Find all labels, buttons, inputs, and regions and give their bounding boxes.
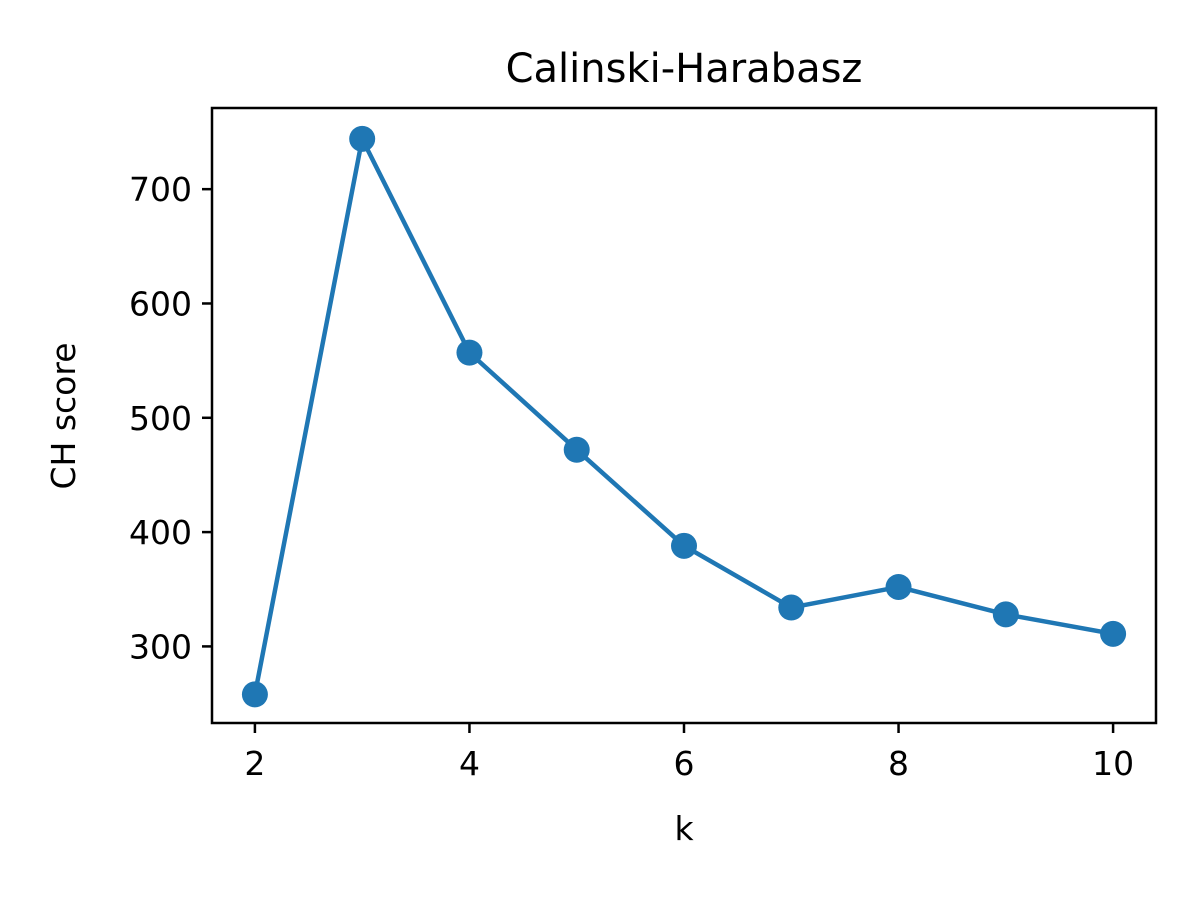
- x-axis-ticks: 2 4 6 8 10: [244, 723, 1134, 783]
- data-point: [456, 339, 483, 366]
- y-axis-ticks: 300 400 500 600 700: [129, 170, 212, 666]
- y-tick-label: 300: [129, 627, 192, 666]
- x-axis-label: k: [674, 809, 694, 848]
- data-point: [563, 436, 590, 463]
- data-point: [885, 573, 912, 600]
- data-point: [1100, 620, 1127, 647]
- data-point: [241, 681, 268, 708]
- y-tick-label: 700: [129, 170, 192, 209]
- data-point: [349, 125, 376, 152]
- x-tick-label: 4: [459, 744, 480, 783]
- y-axis-label: CH score: [44, 342, 83, 489]
- y-tick-label: 400: [129, 513, 192, 552]
- data-point: [992, 601, 1019, 628]
- x-tick-label: 2: [244, 744, 265, 783]
- x-tick-label: 8: [888, 744, 909, 783]
- plot-frame: [210, 106, 1158, 725]
- series-line: [252, 136, 1116, 697]
- x-tick-label: 10: [1092, 744, 1134, 783]
- y-tick-label: 600: [129, 284, 192, 323]
- data-point: [671, 532, 697, 559]
- plot-series: [241, 125, 1127, 708]
- y-tick-label: 500: [129, 399, 192, 438]
- data-point: [778, 594, 805, 621]
- x-tick-label: 6: [674, 744, 695, 783]
- chart-title: Calinski-Harabasz: [506, 46, 863, 92]
